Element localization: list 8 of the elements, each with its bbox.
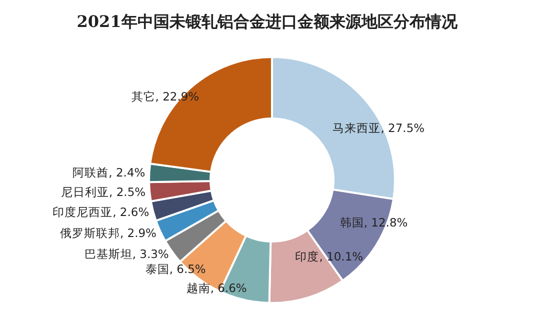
slice-label: 阿联酋, 2.4%: [72, 166, 146, 180]
slice-label: 印度, 10.1%: [295, 249, 364, 264]
chart-title: 2021年中国未锻轧铝合金进口金额来源地区分布情况: [76, 12, 458, 31]
slice-label: 尼日利亚, 2.5%: [61, 185, 146, 200]
slice-label: 马来西亚, 27.5%: [332, 121, 425, 136]
slice-label: 印度尼西亚, 2.6%: [52, 205, 150, 220]
slice-label: 巴基斯坦, 3.3%: [84, 247, 169, 262]
slice-label: 俄罗斯联邦, 2.9%: [60, 226, 157, 240]
